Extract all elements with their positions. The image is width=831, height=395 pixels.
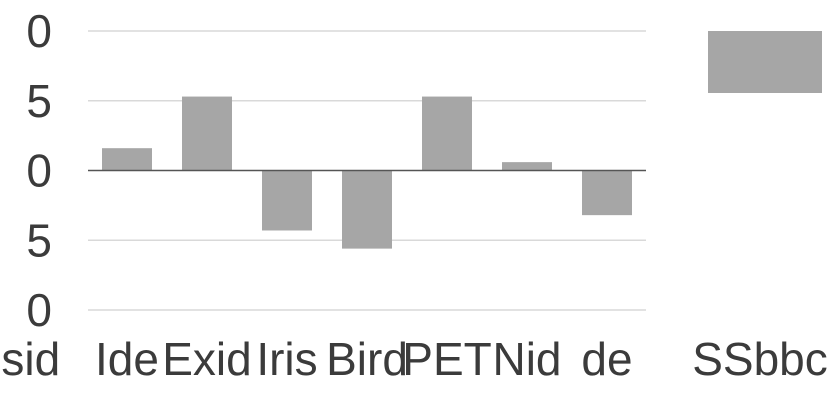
- y-tick-label: 0: [26, 145, 52, 197]
- x-tick-label: Iris: [256, 333, 317, 385]
- y-tick-label: 5: [26, 75, 52, 127]
- x-tick-label: Bird: [326, 333, 408, 385]
- y-tick-labels: 0 5 0 5 0: [26, 5, 52, 336]
- x-tick-label: SSbbc: [692, 333, 828, 385]
- bar-5: [422, 96, 472, 171]
- x-tick-label: Nid: [492, 333, 561, 385]
- legend: [708, 31, 822, 93]
- bar-1: [102, 148, 152, 171]
- y-tick-label: 0: [26, 284, 52, 336]
- x-tick-label: esid: [0, 333, 60, 385]
- bar-7: [582, 170, 632, 216]
- y-tick-label: 5: [26, 214, 52, 266]
- x-tick-label: de: [581, 333, 632, 385]
- legend-swatch: [708, 31, 822, 93]
- bar-4: [342, 170, 392, 249]
- bars: [102, 96, 632, 249]
- bar-6: [502, 162, 552, 171]
- x-tick-label: Ide: [95, 333, 159, 385]
- bar-2: [182, 96, 232, 171]
- x-tick-label: Exid: [162, 333, 251, 385]
- bar-3: [262, 170, 312, 231]
- x-tick-label: PET: [402, 333, 491, 385]
- y-tick-label: 0: [26, 5, 52, 57]
